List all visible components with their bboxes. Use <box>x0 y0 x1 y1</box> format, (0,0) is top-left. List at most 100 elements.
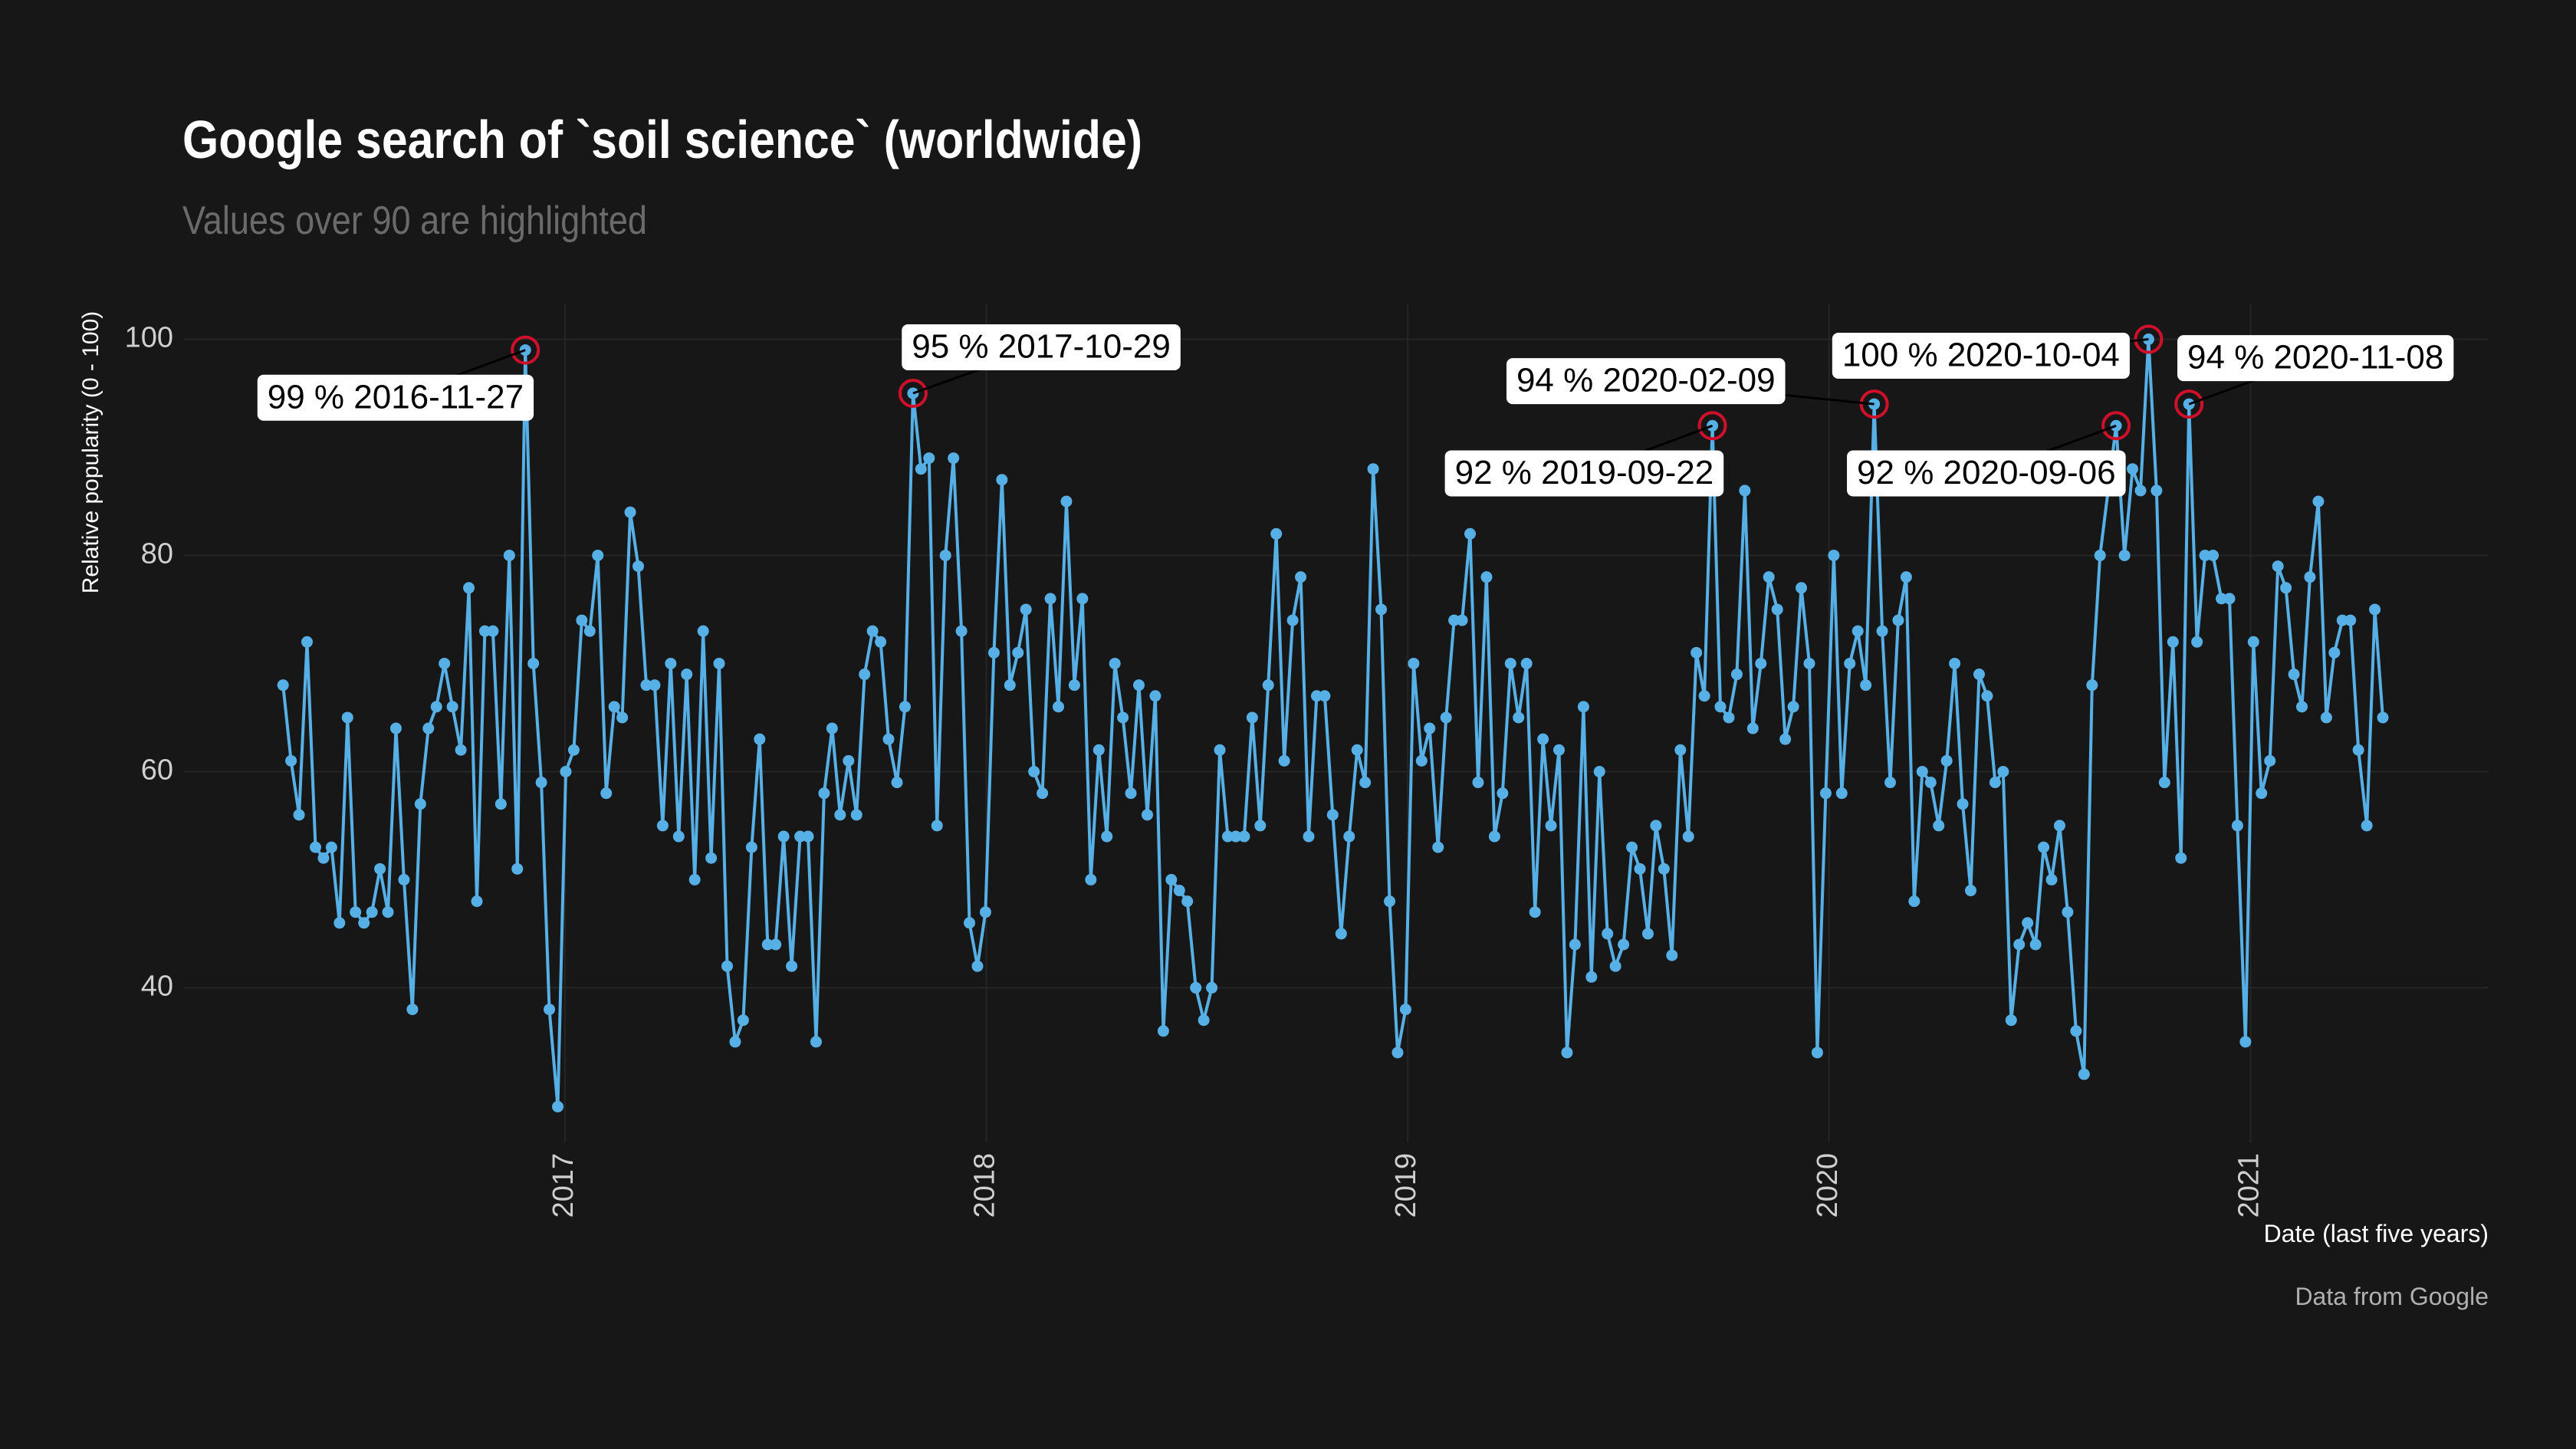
data-point <box>979 906 991 918</box>
data-point <box>1157 1025 1169 1037</box>
data-point <box>834 809 846 821</box>
data-point <box>430 701 442 713</box>
data-point <box>1384 895 1396 908</box>
data-point <box>2312 495 2325 508</box>
data-point <box>1908 895 1921 908</box>
data-point <box>1852 625 1864 637</box>
data-point <box>1682 830 1694 843</box>
data-point <box>1230 830 1242 843</box>
data-point <box>1634 863 1646 875</box>
data-point <box>1028 765 1040 777</box>
data-point <box>1375 603 1388 616</box>
data-point <box>325 841 337 853</box>
data-point <box>560 765 572 777</box>
data-point <box>1714 701 1727 713</box>
data-point <box>293 809 305 821</box>
data-point <box>891 777 903 789</box>
y-tick-label: 40 <box>141 970 173 1002</box>
data-point <box>1319 690 1331 702</box>
data-point <box>1585 971 1598 983</box>
data-point <box>754 733 766 745</box>
data-point <box>576 614 588 626</box>
data-point <box>705 852 718 864</box>
data-point <box>1270 527 1283 540</box>
data-point <box>713 657 725 669</box>
data-point <box>866 625 879 637</box>
data-point <box>552 1100 564 1112</box>
annotation-label: 92 % 2019-09-22 <box>1455 454 1714 491</box>
data-point <box>1132 679 1145 692</box>
data-point <box>2029 938 2042 951</box>
data-point <box>1044 593 1056 605</box>
data-point <box>672 830 685 843</box>
data-point <box>2239 1036 2252 1048</box>
data-point <box>1004 679 1016 692</box>
data-point <box>1723 711 1735 724</box>
data-point <box>1399 1004 1411 1016</box>
data-point <box>1190 981 1202 994</box>
data-point <box>656 820 669 832</box>
data-point <box>1981 690 1993 702</box>
data-point <box>996 474 1008 486</box>
data-point <box>1440 711 1452 724</box>
data-point <box>616 711 629 724</box>
data-point <box>818 787 830 800</box>
data-point <box>697 625 709 637</box>
data-point <box>649 679 661 692</box>
x-tick-label: 2017 <box>547 1153 580 1218</box>
data-point <box>923 452 935 465</box>
data-point <box>301 636 313 648</box>
data-point <box>463 582 475 594</box>
data-point <box>2320 711 2332 724</box>
data-point <box>277 679 289 692</box>
data-point <box>2013 938 2026 951</box>
annotation-box <box>2177 335 2454 382</box>
data-point <box>729 1036 741 1048</box>
highlight-circle <box>1697 411 1727 441</box>
data-point <box>1771 603 1783 616</box>
data-point <box>1206 981 1218 994</box>
data-point <box>1698 690 1710 702</box>
data-point <box>1109 657 1121 669</box>
data-point <box>374 863 386 875</box>
data-point <box>439 657 451 669</box>
annotation: 94 % 2020-02-09 <box>1506 358 1786 405</box>
data-point <box>2361 820 2373 832</box>
data-point <box>366 906 378 918</box>
data-point <box>1787 701 1799 713</box>
y-tick-label: 80 <box>141 538 173 570</box>
data-point <box>544 1004 556 1016</box>
annotation: 99 % 2016-11-27 <box>257 374 534 421</box>
data-point <box>1488 830 1500 843</box>
annotation: 100 % 2020-10-04 <box>1832 332 2130 379</box>
data-point <box>1012 646 1024 659</box>
data-point <box>786 960 798 972</box>
data-point <box>406 1004 419 1016</box>
data-point <box>1432 841 1444 853</box>
y-tick-label: 100 <box>125 322 173 354</box>
data-point <box>1561 1046 1573 1059</box>
data-point <box>1408 657 1420 669</box>
data-point <box>1835 787 1848 800</box>
data-point <box>1924 777 1937 789</box>
data-point <box>1569 938 1581 951</box>
annotation-label: 99 % 2016-11-27 <box>268 378 524 416</box>
data-point <box>955 625 968 637</box>
data-point <box>2369 603 2381 616</box>
data-point <box>1609 960 1622 972</box>
data-point <box>1060 495 1073 508</box>
data-point <box>1949 657 1961 669</box>
data-point <box>455 744 467 756</box>
data-point <box>2231 820 2243 832</box>
data-point <box>1343 830 1355 843</box>
data-point <box>794 830 807 843</box>
data-point <box>1811 1046 1823 1059</box>
data-point <box>1238 830 1250 843</box>
data-point <box>1989 777 2001 789</box>
data-point <box>1085 873 1097 886</box>
data-point <box>1326 809 1339 821</box>
data-point <box>1860 679 1872 692</box>
data-point <box>721 960 733 972</box>
data-point <box>2328 646 2341 659</box>
data-point <box>1674 744 1687 756</box>
